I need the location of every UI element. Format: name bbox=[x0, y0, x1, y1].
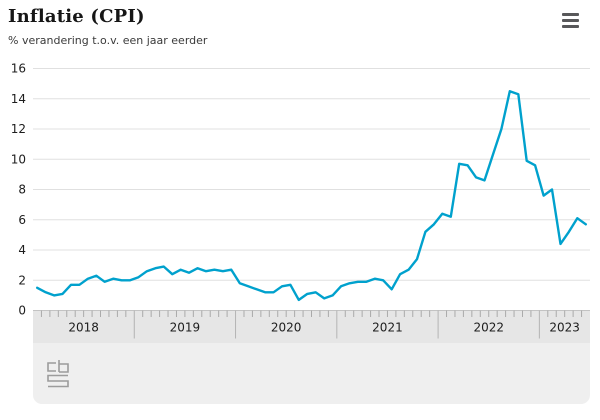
hamburger-menu-icon bbox=[562, 13, 580, 28]
svg-text:14: 14 bbox=[11, 92, 26, 106]
svg-text:4: 4 bbox=[18, 243, 26, 257]
svg-text:2020: 2020 bbox=[271, 321, 302, 335]
inflation-line-chart: 0 2 4 6 8 10 12 14 16 2018 2019 2020 2021 2022 2023 bbox=[11, 62, 590, 343]
svg-text:6: 6 bbox=[18, 213, 26, 227]
svg-text:10: 10 bbox=[11, 152, 26, 166]
cbs-logo[interactable] bbox=[46, 360, 70, 390]
chart-title: Inflatie (CPI) bbox=[8, 6, 145, 27]
y-gridlines bbox=[33, 68, 590, 281]
chart-footer bbox=[33, 343, 590, 404]
svg-text:2021: 2021 bbox=[372, 321, 403, 335]
inflation-line[interactable] bbox=[36, 90, 587, 302]
svg-text:2022: 2022 bbox=[473, 321, 504, 335]
menu-button[interactable] bbox=[562, 13, 580, 31]
x-axis-band bbox=[33, 310, 590, 343]
chart-subtitle: % verandering t.o.v. een jaar eerder bbox=[8, 34, 208, 47]
svg-text:16: 16 bbox=[11, 62, 26, 76]
svg-text:2019: 2019 bbox=[170, 321, 201, 335]
svg-text:12: 12 bbox=[11, 122, 26, 136]
y-axis-labels: 0 2 4 6 8 10 12 14 16 bbox=[11, 62, 26, 318]
svg-text:2023: 2023 bbox=[549, 321, 580, 335]
cbs-logo-icon bbox=[47, 360, 69, 388]
x-axis-year-labels: 2018 2019 2020 2021 2022 2023 bbox=[68, 321, 580, 335]
svg-text:2: 2 bbox=[18, 273, 26, 287]
svg-text:0: 0 bbox=[18, 304, 26, 318]
svg-text:2018: 2018 bbox=[68, 321, 99, 335]
svg-text:8: 8 bbox=[18, 183, 26, 197]
